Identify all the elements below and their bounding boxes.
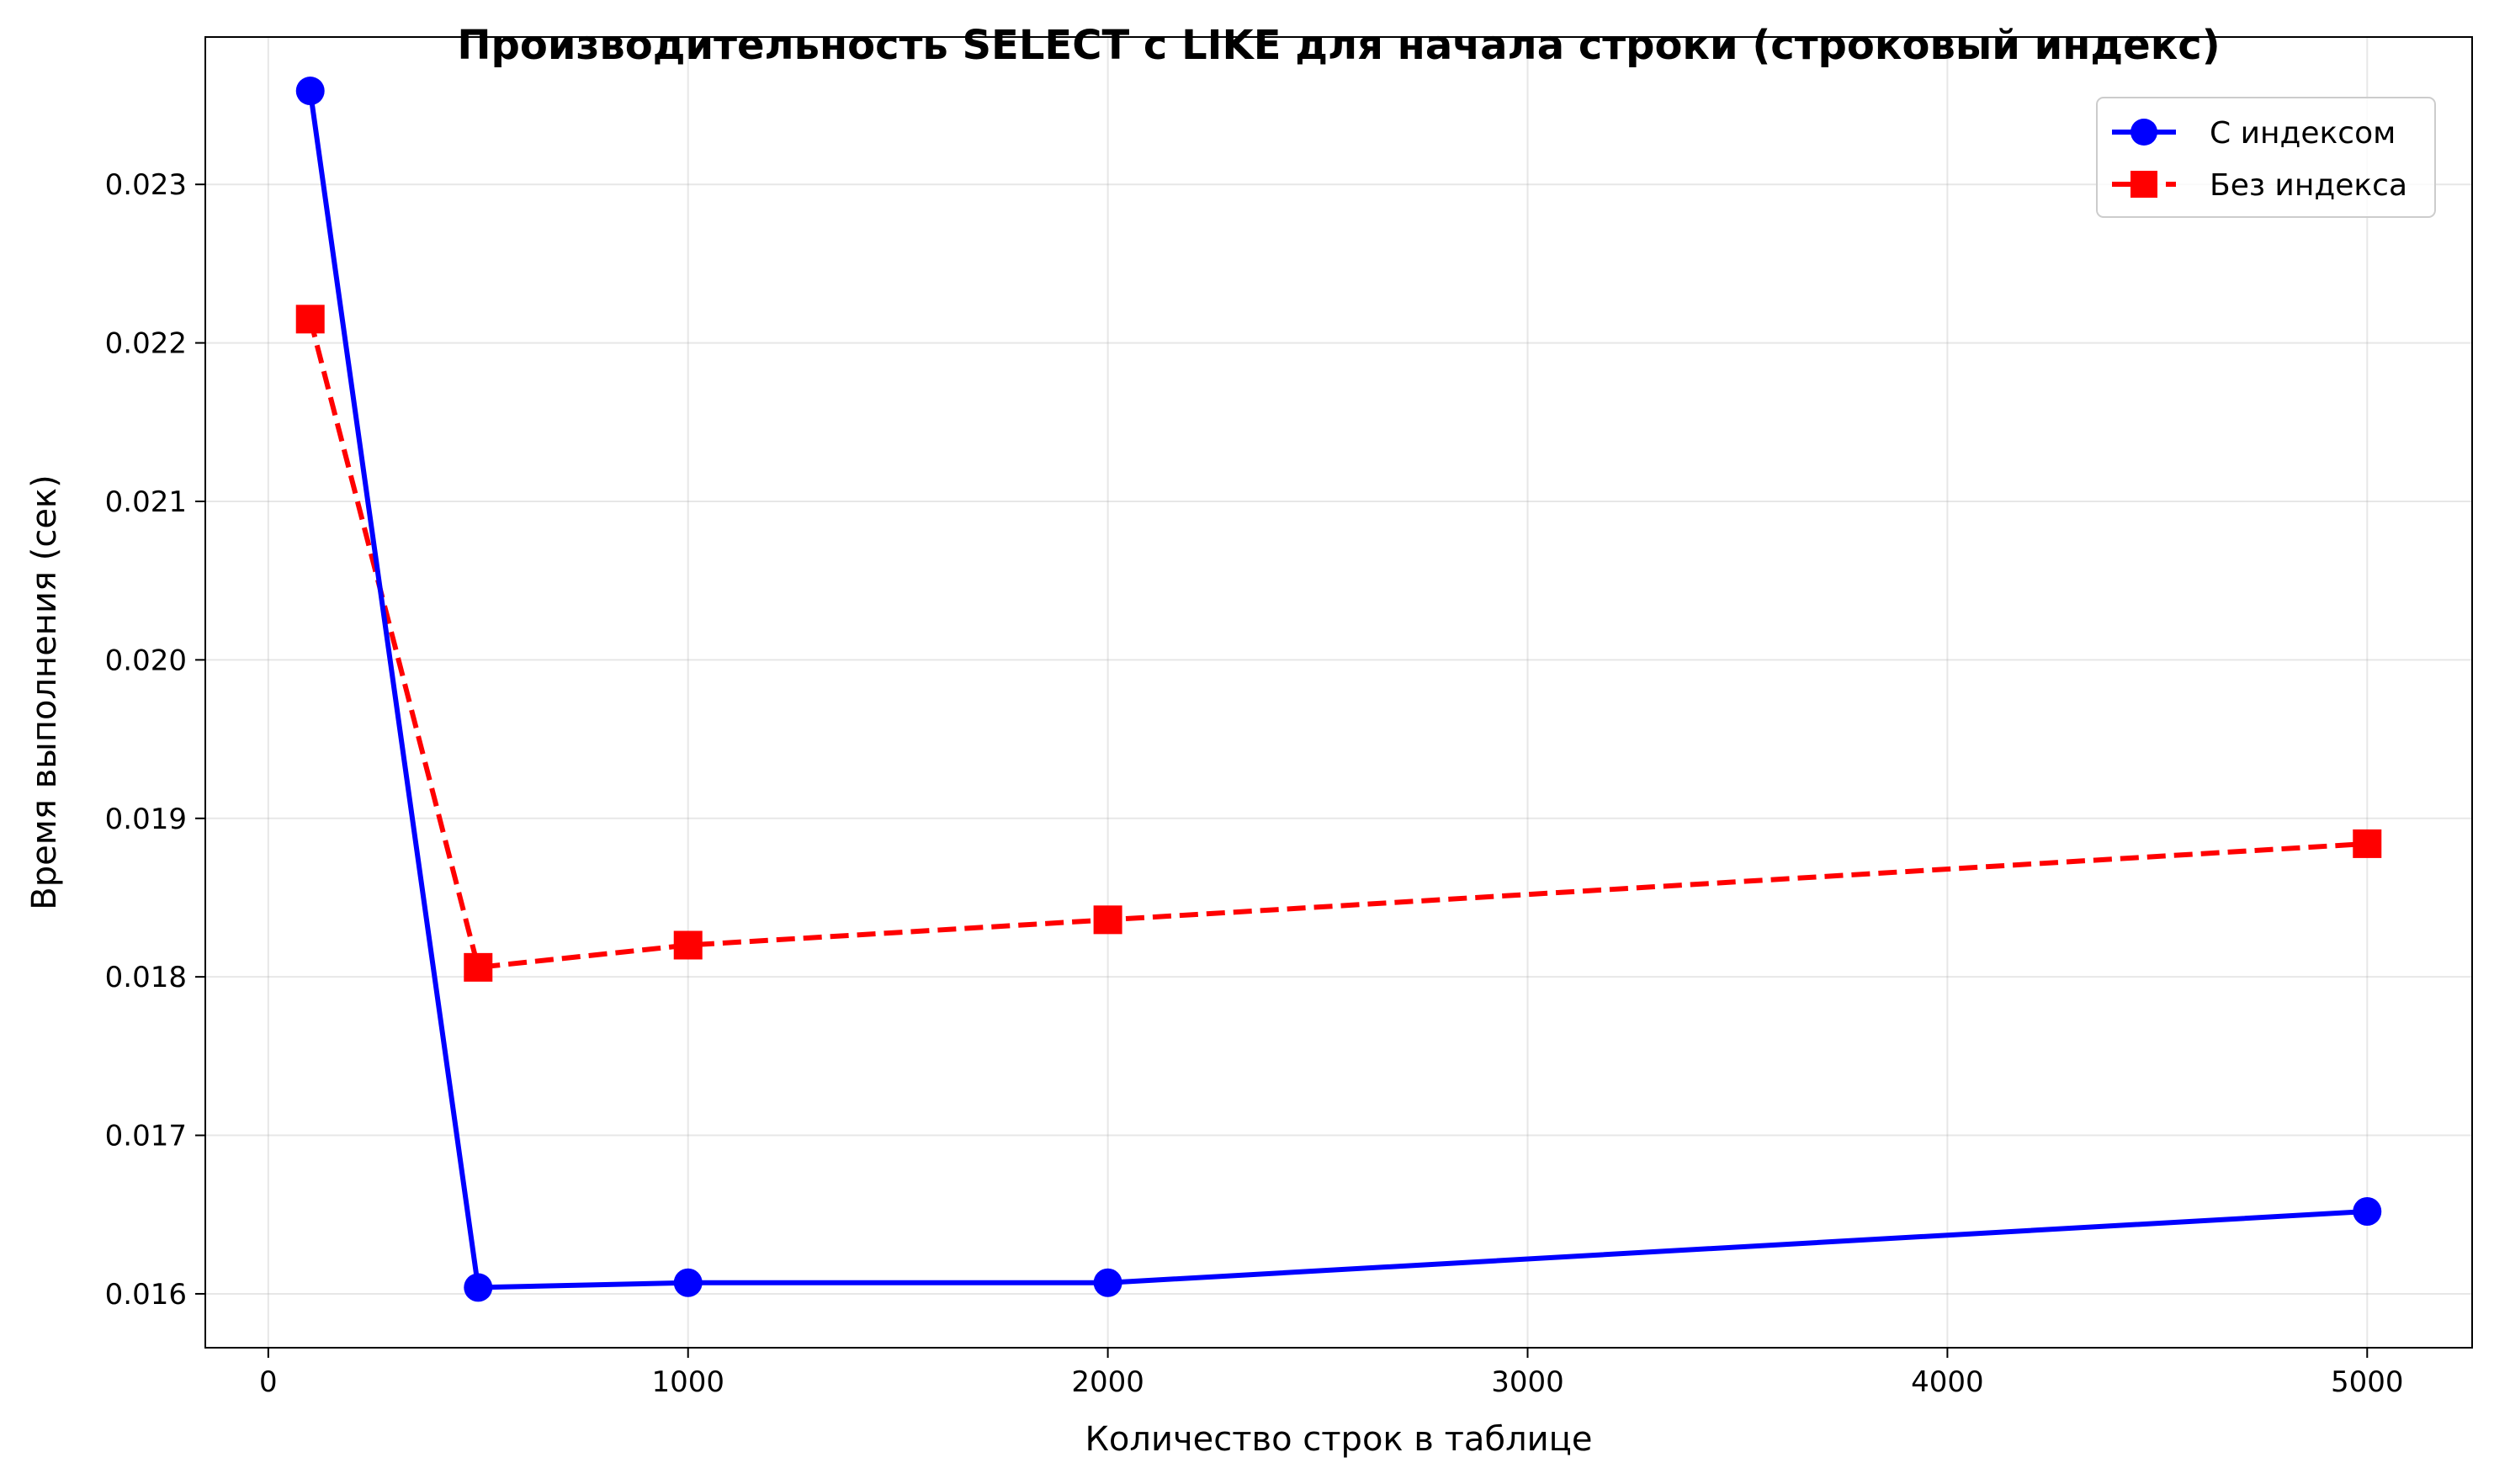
plot-frame	[204, 36, 2473, 1349]
x-tick-label: 4000	[1911, 1365, 1984, 1399]
data-point-with-index	[295, 77, 325, 106]
legend: С индексом Без индекса	[2096, 97, 2436, 218]
legend-marker-without-index	[2131, 171, 2157, 198]
y-tick-label: 0.020	[105, 644, 187, 677]
series-line-without-index	[307, 318, 2368, 970]
legend-marker-with-index	[2131, 119, 2157, 146]
x-tick-label: 1000	[651, 1365, 724, 1399]
y-tick-label: 0.018	[105, 961, 187, 994]
legend-box	[2096, 97, 2436, 218]
y-tick-label: 0.016	[105, 1278, 187, 1312]
y-tick-label: 0.017	[105, 1120, 187, 1153]
x-tick-label: 2000	[1071, 1365, 1144, 1399]
grid	[205, 37, 2472, 1348]
data-point-with-index	[673, 1268, 703, 1297]
ticks: 0 1000 2000 3000 4000 5000 0.016 0.017 0.018 0.01…	[105, 168, 2404, 1399]
data-point-without-index	[1093, 905, 1122, 935]
legend-label-without-index: Без индекса	[2210, 168, 2407, 203]
x-tick-label: 5000	[2331, 1365, 2404, 1399]
y-tick-label: 0.022	[105, 327, 187, 361]
y-tick-label: 0.021	[105, 485, 187, 519]
x-tick-label: 3000	[1491, 1365, 1564, 1399]
x-axis-label: Количество строк в таблице	[1085, 1420, 1593, 1459]
y-tick-label: 0.023	[105, 168, 187, 202]
x-tick-label: 0	[259, 1365, 278, 1399]
y-axis-label: Время выполнения (сек)	[25, 474, 64, 909]
data-point-without-index	[464, 952, 493, 982]
data-point-without-index	[2353, 829, 2382, 858]
data-point-without-index	[295, 305, 325, 334]
y-tick-label: 0.019	[105, 803, 187, 836]
data-point-with-index	[2353, 1196, 2382, 1226]
chart-title: Производительность SELECT с LIKE для нач…	[457, 22, 2220, 69]
data-point-with-index	[464, 1273, 493, 1302]
data-point-without-index	[673, 930, 703, 960]
legend-label-with-index: С индексом	[2210, 116, 2396, 151]
data-point-with-index	[1093, 1268, 1122, 1297]
series-layer	[295, 77, 2382, 1302]
